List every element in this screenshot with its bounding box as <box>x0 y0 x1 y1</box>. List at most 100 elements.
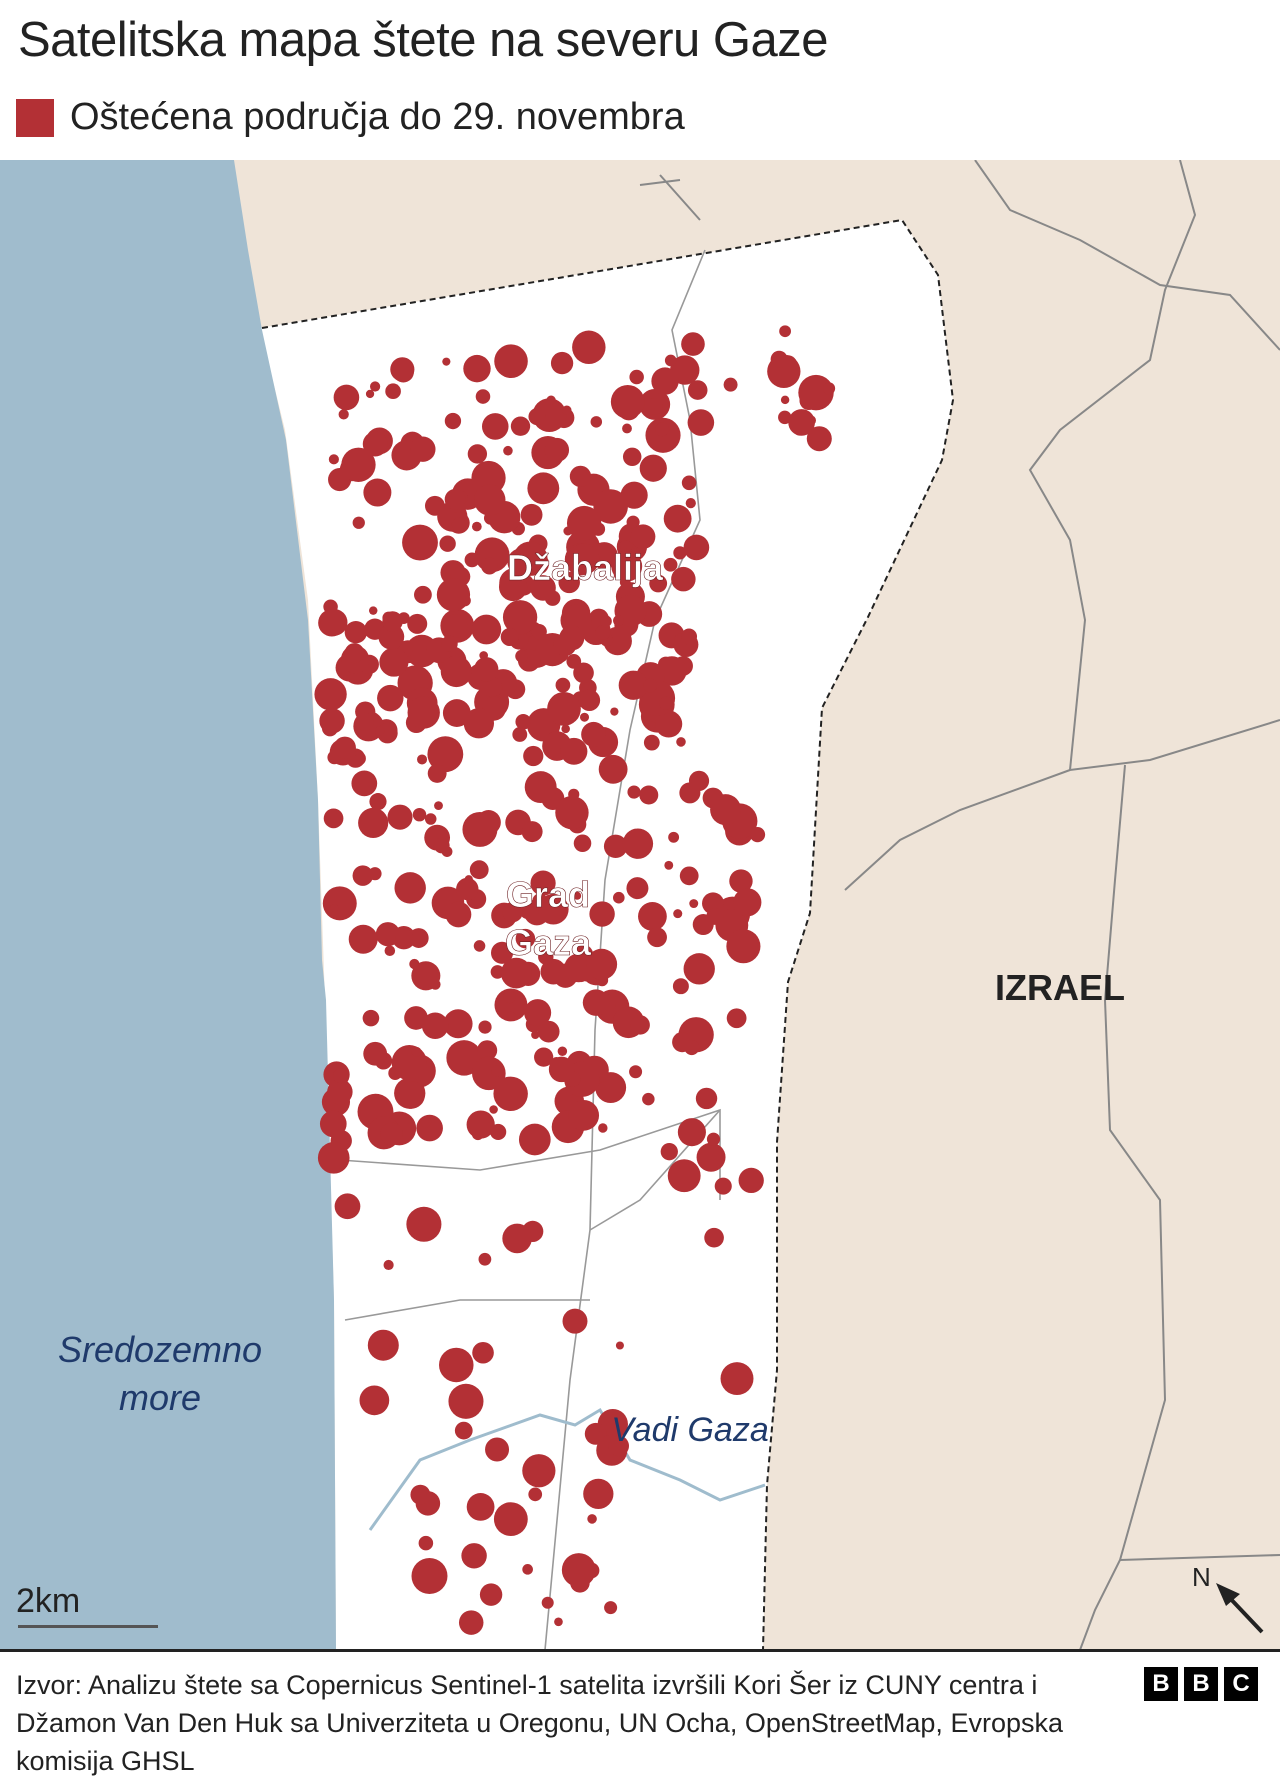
damage-blob <box>550 351 574 375</box>
damage-blob <box>515 928 536 949</box>
label-gaza-city-1: Grad <box>506 874 590 915</box>
damage-blob <box>603 626 632 656</box>
damage-blob <box>463 354 491 383</box>
damage-blob <box>639 785 659 805</box>
damage-blob <box>720 1362 754 1396</box>
damage-blob <box>489 1105 498 1114</box>
damage-blob <box>359 1385 390 1416</box>
damage-blob <box>683 953 715 985</box>
damage-blob <box>358 807 389 838</box>
damage-blob <box>334 1193 361 1220</box>
damage-blob <box>383 1259 394 1271</box>
damage-blob <box>408 928 429 948</box>
damage-blob <box>427 736 464 773</box>
damage-blob <box>462 811 498 847</box>
damage-blob <box>472 1341 494 1364</box>
damage-blob <box>498 572 528 602</box>
damage-blob <box>341 447 376 482</box>
damage-blob <box>445 901 472 928</box>
damage-blob <box>333 736 356 759</box>
damage-blob <box>474 657 499 682</box>
damage-blob <box>622 447 642 467</box>
damage-blob <box>390 357 415 382</box>
damage-blob <box>527 472 560 505</box>
damage-blob <box>608 1435 630 1457</box>
damage-blob <box>733 888 762 917</box>
damage-blob <box>502 1223 532 1254</box>
damage-blob <box>494 988 528 1022</box>
damage-blob <box>557 1046 568 1056</box>
damage-blob <box>568 1099 600 1131</box>
damage-blob <box>424 813 437 825</box>
damage-blob <box>564 953 593 983</box>
damage-blob <box>522 1454 556 1488</box>
damage-blob <box>647 927 667 948</box>
damage-blob <box>729 869 753 893</box>
damage-blob <box>586 948 618 980</box>
damage-blob <box>657 656 687 686</box>
damage-blob <box>442 699 471 727</box>
damage-blob <box>524 999 552 1027</box>
damage-blob <box>478 1020 492 1034</box>
damage-blob <box>344 620 368 644</box>
damage-blob <box>479 1583 503 1606</box>
damage-blob <box>696 1142 726 1172</box>
damage-blob <box>451 517 466 532</box>
damage-blob <box>726 1008 747 1029</box>
damage-blob <box>377 684 404 712</box>
damage-blob <box>681 628 698 645</box>
damage-blob <box>655 422 670 437</box>
damage-blob <box>348 924 378 954</box>
damage-blob <box>352 516 365 529</box>
damage-blob <box>474 484 506 516</box>
damage-blob <box>379 647 409 677</box>
damage-blob <box>369 606 378 615</box>
damage-blob <box>375 726 385 736</box>
wadi-gaza-river <box>368 1407 766 1531</box>
damage-blob <box>679 866 699 886</box>
damage-blob <box>471 521 482 532</box>
label-sea-2: more <box>119 1377 201 1418</box>
damage-blob <box>367 1329 399 1361</box>
damage-blob <box>583 1478 614 1509</box>
damage-blob <box>521 821 543 843</box>
damage-blob <box>387 804 413 830</box>
scale-bar <box>18 1625 158 1628</box>
damage-blob <box>481 557 498 575</box>
damage-blob <box>671 566 696 592</box>
map-title: Satelitska mapa štete na severu Gaze <box>18 13 829 67</box>
damage-blob <box>355 712 374 731</box>
damage-blob <box>500 627 519 647</box>
damage-blob <box>618 670 648 700</box>
damage-blob <box>689 899 699 909</box>
damage-blob <box>530 870 556 896</box>
damage-blob <box>466 1493 495 1521</box>
damage-blob <box>314 678 347 711</box>
damage-blob <box>528 1487 543 1502</box>
damage-blob <box>676 737 686 747</box>
damage-blob <box>593 489 628 524</box>
damage-blob <box>639 454 667 482</box>
damage-blob <box>520 503 543 526</box>
damage-blob <box>622 828 654 859</box>
damage-blob <box>442 357 451 366</box>
damage-blob <box>538 893 569 925</box>
damage-blob <box>672 1032 693 1053</box>
damage-blob <box>394 872 426 904</box>
damage-blob <box>427 763 447 783</box>
damage-blob <box>397 1081 425 1109</box>
damage-blob <box>589 901 615 927</box>
damage-blob <box>738 1167 764 1194</box>
damage-blob <box>723 377 738 392</box>
damage-blob <box>506 1011 516 1020</box>
damage-blob <box>683 534 710 561</box>
damage-blob <box>714 1177 732 1195</box>
damage-blob <box>562 1308 588 1334</box>
damage-blob <box>530 575 556 601</box>
damage-blob <box>513 541 548 576</box>
damage-blob <box>540 958 567 985</box>
legend-label: Oštećena područja do 29. novembra <box>70 96 685 138</box>
damage-blob <box>572 330 606 365</box>
damage-blob <box>667 1159 701 1193</box>
damage-blob <box>458 1610 484 1635</box>
